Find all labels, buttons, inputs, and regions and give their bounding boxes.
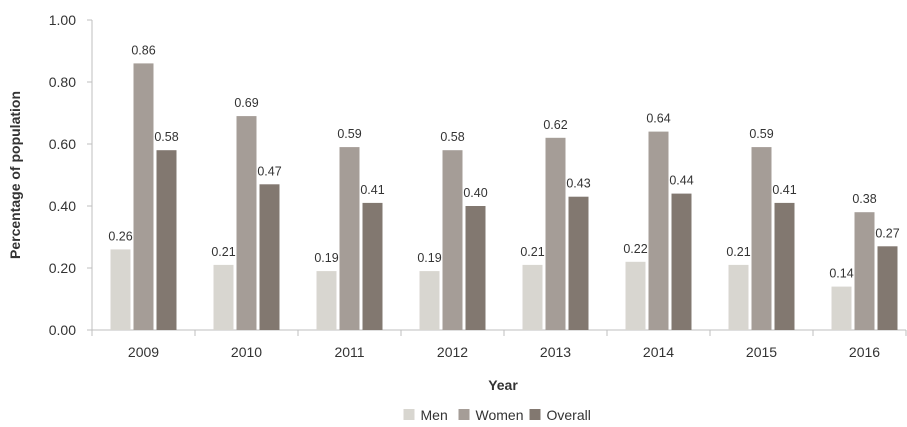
bar-women-2011 [339, 147, 360, 330]
legend-label-overall: Overall [547, 407, 591, 423]
y-tick-label: 0.60 [49, 136, 76, 152]
bar-overall-2014 [671, 193, 692, 330]
data-label-overall-2015: 0.41 [772, 183, 796, 197]
bar-overall-2013 [568, 196, 589, 330]
data-label-overall-2016: 0.27 [875, 226, 899, 240]
data-label-men-2010: 0.21 [211, 245, 235, 259]
data-label-men-2013: 0.21 [520, 245, 544, 259]
x-tick-label: 2014 [643, 344, 674, 360]
bar-men-2012 [419, 271, 440, 330]
bar-men-2015 [728, 264, 749, 330]
bar-overall-2009 [156, 150, 177, 330]
data-label-men-2012: 0.19 [417, 251, 441, 265]
data-label-women-2013: 0.62 [543, 118, 567, 132]
y-tick-label: 1.00 [49, 12, 76, 28]
bar-men-2010 [213, 264, 234, 330]
x-tick-label: 2013 [540, 344, 571, 360]
bar-women-2016 [854, 212, 875, 330]
legend-swatch-overall [529, 409, 541, 420]
x-axis-title: Year [488, 377, 518, 393]
data-label-women-2009: 0.86 [131, 43, 155, 57]
bar-men-2011 [316, 271, 337, 330]
data-labels: 0.26 0.86 0.58 0.21 0.69 0.47 0.19 0.59 0.41 0.19… [108, 43, 899, 280]
bar-overall-2015 [774, 202, 795, 330]
x-tick-label: 2016 [849, 344, 880, 360]
data-label-women-2014: 0.64 [646, 112, 670, 126]
bar-women-2012 [442, 150, 463, 330]
x-tick-label: 2009 [128, 344, 159, 360]
bar-women-2009 [133, 63, 154, 331]
data-label-overall-2014: 0.44 [669, 174, 693, 188]
data-label-overall-2012: 0.40 [463, 186, 487, 200]
bar-men-2013 [522, 264, 543, 330]
bar-women-2013 [545, 137, 566, 330]
data-label-overall-2010: 0.47 [257, 164, 281, 178]
bar-overall-2011 [362, 202, 383, 330]
data-label-women-2010: 0.69 [234, 96, 258, 110]
y-axis: 0.00 0.20 0.40 0.60 0.80 1.00 [49, 12, 93, 338]
bar-overall-2016 [877, 246, 898, 330]
y-tick-label: 0.40 [49, 198, 76, 214]
data-label-women-2011: 0.59 [337, 127, 361, 141]
data-label-men-2014: 0.22 [623, 242, 647, 256]
x-axis: 2009 2010 2011 2012 2013 2014 2015 2016 [91, 329, 907, 360]
data-label-women-2012: 0.58 [440, 130, 464, 144]
bar-women-2015 [751, 147, 772, 330]
data-label-men-2011: 0.19 [314, 251, 338, 265]
x-tick-label: 2012 [437, 344, 468, 360]
legend: Men Women Overall [403, 407, 591, 423]
legend-label-men: Men [421, 407, 448, 423]
legend-label-women: Women [476, 407, 524, 423]
y-tick-label: 0.80 [49, 74, 76, 90]
data-label-men-2009: 0.26 [108, 229, 132, 243]
x-tick-label: 2010 [231, 344, 262, 360]
data-label-overall-2011: 0.41 [360, 183, 384, 197]
x-tick-label: 2011 [334, 344, 364, 360]
data-label-women-2016: 0.38 [852, 192, 876, 206]
bar-men-2014 [625, 261, 646, 330]
bars [110, 63, 898, 331]
data-label-men-2016: 0.14 [829, 267, 853, 281]
y-axis-title: Percentage of population [7, 91, 23, 259]
data-label-women-2015: 0.59 [749, 127, 773, 141]
legend-swatch-men [403, 409, 415, 420]
x-tick-label: 2015 [746, 344, 777, 360]
bar-men-2016 [831, 286, 852, 330]
legend-swatch-women [458, 409, 470, 420]
y-tick-label: 0.00 [49, 322, 76, 338]
bar-women-2014 [648, 131, 669, 330]
bar-men-2009 [110, 249, 131, 330]
data-label-overall-2013: 0.43 [566, 177, 590, 191]
y-tick-label: 0.20 [49, 260, 76, 276]
data-label-overall-2009: 0.58 [154, 130, 178, 144]
bar-overall-2010 [259, 184, 280, 330]
bar-women-2010 [236, 116, 257, 330]
data-label-men-2015: 0.21 [726, 245, 750, 259]
bar-overall-2012 [465, 206, 486, 330]
